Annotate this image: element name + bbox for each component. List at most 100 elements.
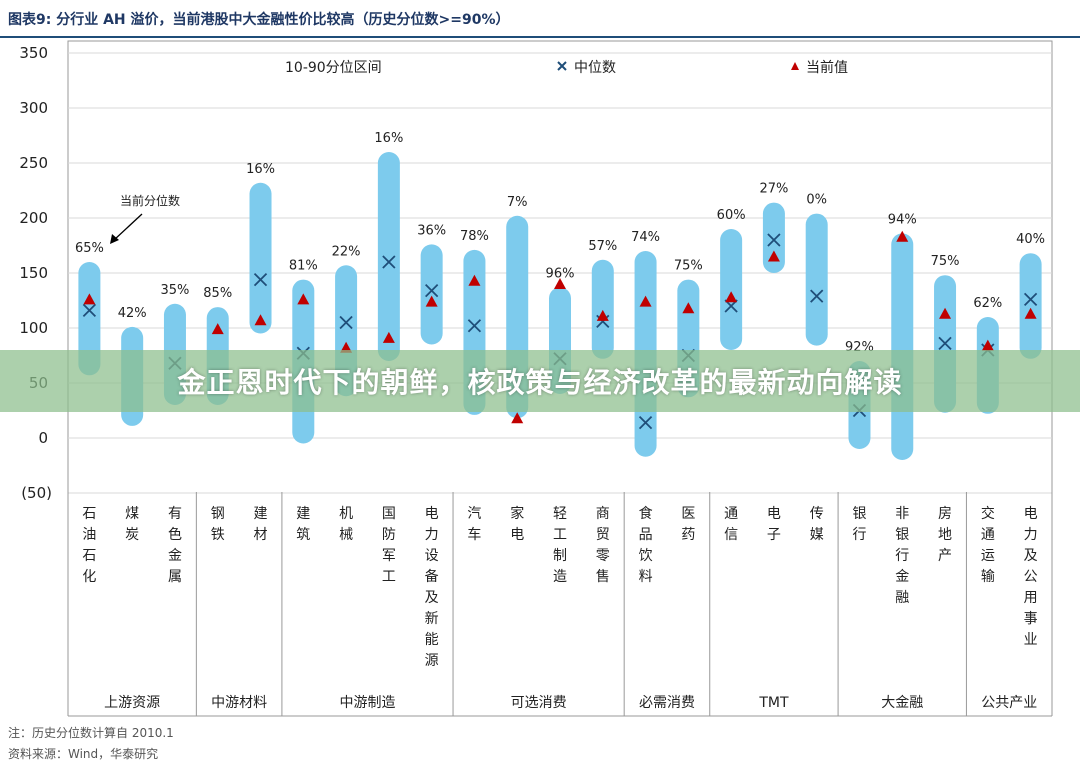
percentile-label: 62% [973,296,1002,311]
legend-current-marker [791,62,799,70]
median-marker [810,289,824,303]
percentile-label: 22% [332,244,361,259]
category-label-char: 银 [895,527,909,543]
percentile-label: 75% [931,254,960,269]
category-label-char: 力 [425,527,439,543]
category-label-char: 电 [425,506,439,522]
category-label-char: 交 [981,505,995,522]
percentile-label: 78% [460,229,489,244]
figure-title: 图表9: 分行业 AH 溢价，当前港股中大金融性价比较高（历史分位数>=90%） [8,12,510,28]
percentile-label: 7% [507,195,528,210]
legend-range-label: 10-90分位区间 [285,60,382,76]
range-bar [249,182,272,334]
range-bar [1019,253,1042,359]
category-label-char: 非 [895,506,909,522]
category-label-char: 防 [382,527,396,543]
percentile-label: 96% [546,266,575,281]
y-tick-label: 100 [19,319,48,337]
range-bar [78,262,101,376]
category-label-char: 事 [1024,611,1038,627]
percentile-label: 57% [588,239,617,254]
percentile-label: 27% [759,182,788,197]
current-marker [682,302,695,314]
y-tick-label: 250 [19,154,48,172]
category-label-char: 家 [510,505,524,522]
category-label-char: 金 [168,548,182,564]
category-label-char: 有 [168,506,182,522]
current-marker [554,278,566,289]
median-marker [382,255,396,269]
percentile-label: 36% [417,223,446,238]
y-tick-label: 350 [19,44,48,62]
median-marker [938,336,952,351]
category-label-char: 媒 [810,527,824,543]
current-marker [725,291,738,303]
median-marker [425,283,439,298]
median-marker [467,319,482,333]
category-label-char: 轻 [553,506,567,522]
percentile-label: 40% [1016,232,1045,247]
current-marker [382,331,395,343]
category-label-char: 行 [895,548,909,564]
category-label-char: 石 [82,548,96,564]
current-marker [639,295,652,307]
category-label-char: 力 [1024,527,1038,543]
y-tick-label: 0 [38,429,48,447]
category-label-char: 融 [895,590,909,606]
annotation-arrowhead [110,234,119,244]
current-marker [596,309,609,321]
category-label-char: 钢 [211,506,225,522]
percentile-label: 16% [374,131,403,146]
category-label-char: 化 [82,569,96,585]
headline-text: 金正恩时代下的朝鲜，核政策与经济改革的最新动向解读 [177,366,903,399]
category-label-char: 料 [639,569,653,585]
group-label: TMT [758,695,789,711]
category-label-char: 筑 [296,527,310,543]
category-label-char: 车 [467,526,481,543]
category-label-char: 子 [767,527,781,543]
category-label-char: 零 [596,548,610,564]
category-label-char: 造 [553,569,567,585]
figure-source: 资料来源：Wind，华泰研究 [8,747,159,761]
percentile-label: 81% [289,259,318,274]
current-marker [896,230,909,242]
percentile-label: 60% [717,208,746,223]
category-label-char: 公 [1024,569,1038,585]
category-label-char: 新 [425,611,439,627]
current-marker [981,339,994,351]
category-label-char: 铁 [211,527,225,543]
current-marker [211,323,224,335]
y-tick-label: 200 [19,209,48,227]
group-label: 可选消费 [511,695,567,711]
current-marker [83,293,96,305]
category-label-char: 油 [82,527,96,543]
category-label-char: 炭 [125,527,139,543]
category-label-char: 建 [254,506,268,522]
percentile-label: 0% [806,193,827,208]
category-label-char: 石 [82,506,96,522]
category-label-char: 传 [810,506,824,522]
figure-note: 注：历史分位数计算自 2010.1 [8,726,174,740]
category-label-char: 制 [553,548,567,564]
category-label-char: 工 [382,569,396,585]
median-marker [767,233,781,247]
category-label-char: 业 [1024,632,1038,648]
percentile-label: 74% [631,230,660,245]
category-label-char: 属 [168,569,182,585]
group-label: 中游制造 [339,695,395,711]
category-label-char: 产 [938,548,952,564]
category-label-char: 地 [938,527,952,543]
category-label-char: 贸 [596,527,610,543]
category-label-char: 备 [425,568,439,585]
current-marker [511,412,524,424]
median-marker [1023,292,1038,307]
legend-median-marker [557,61,567,71]
category-label-char: 商 [596,506,610,522]
category-label-char: 材 [254,527,268,543]
current-marker [1024,307,1037,319]
category-label-char: 军 [382,548,396,564]
current-marker [939,307,952,319]
group-label: 上游资源 [104,695,160,711]
median-marker [638,415,653,430]
